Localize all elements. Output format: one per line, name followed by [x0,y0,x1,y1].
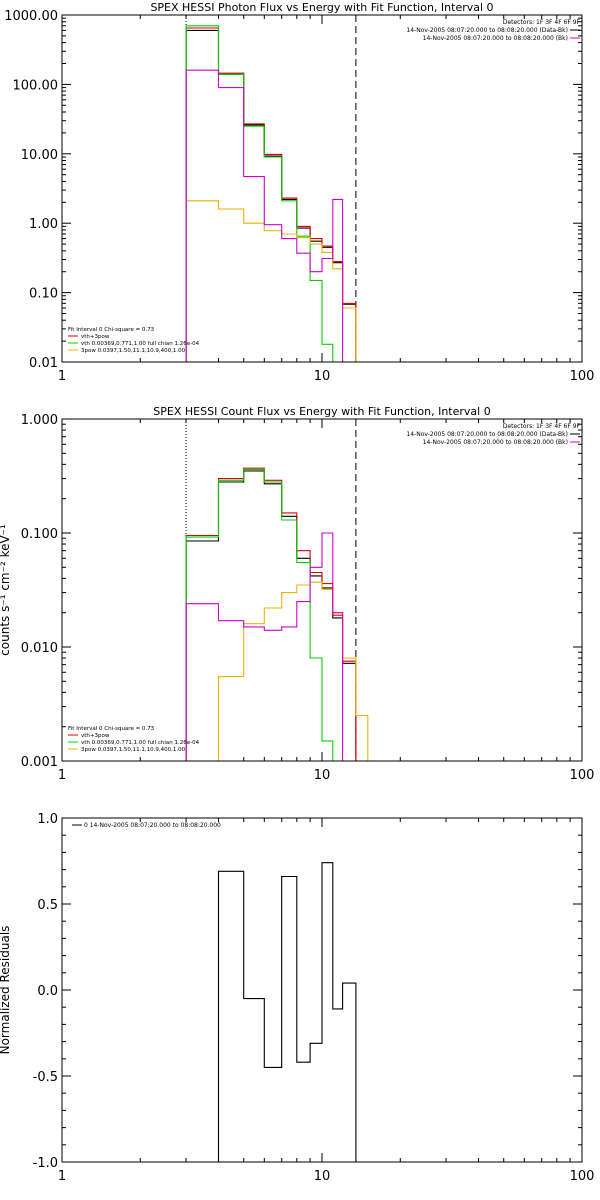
series-line-data-bk [185,29,357,362]
x-tick-label: 10 [314,1169,331,1184]
legend-entry: 14-Nov-2005 08:07:20.000 to 08:08:20.000… [406,431,568,438]
y-axis-label: Normalized Residuals [0,926,12,1055]
series-line-vth-3pow [185,467,357,761]
legend-entry: Fit Interval 0 Chi-square = 0.73 [68,327,155,333]
x-tick-label: 10 [314,768,331,783]
series-line-residuals [186,862,357,1162]
legend-entry: vth 0.00369,0.771,1.00 full chian 1.26e-… [81,740,200,746]
legend-entry: 14-Nov-2005 08:07:20.000 to 08:08:20.000… [423,439,568,446]
series-line-3pow [185,200,357,362]
plot-frame [61,418,583,762]
y-tick-label: 1000.00 [4,9,58,24]
x-tick-label: 100 [570,369,595,384]
plot-frame [61,14,583,363]
y-tick-label: 0.001 [21,755,58,770]
x-tick-label: 1 [58,369,66,384]
chart-panel-2: SPEX HESSI Count Flux vs Energy with Fit… [0,405,595,783]
series-group [186,862,357,1162]
y-tick-label: 1.00 [29,217,58,232]
legend-entry: 3pow 0.0397,1.50,11.1,10.9,400,1.00 [81,747,186,753]
y-tick-label: 1.0 [37,812,58,827]
series-line-bk [185,69,344,362]
legend-entry: 14-Nov-2005 08:07:20.000 to 08:08:20.000… [406,27,568,34]
y-tick-label: 0.5 [37,898,58,913]
legend-entry: Detectors: 1F 3F 4F 6F 9F [503,19,581,26]
y-tick-label: 100.00 [13,78,59,93]
x-tick-label: 1 [58,768,66,783]
y-tick-label: 10.00 [21,148,58,163]
series-line-vth [185,25,334,362]
y-tick-label: 0.01 [29,356,58,371]
series-line-vth [185,469,334,761]
chart-panel-3: Normalized Residuals 1 10 100 1.0 0.5 0.0 -0.5 -… [0,812,594,1184]
y-tick-label: 0.0 [37,984,58,999]
chart-panel-1: SPEX HESSI Photon Flux vs Energy with Fi… [4,1,595,384]
series-line-data-bk [185,470,357,761]
legend-entry: Fit Interval 0 Chi-square = 0.73 [68,726,155,732]
legend-entry: 14-Nov-2005 08:07:20.000 to 08:08:20.000… [423,35,568,42]
series-line-vth-3pow [185,27,357,362]
legend-entry: 3pow 0.0397,1.50,11.1,10.9,400,1.00 [81,348,186,354]
y-tick-label: -1.0 [33,1156,58,1171]
y-tick-label: 0.100 [21,527,58,542]
legend-entry: 0 14-Nov-2005 08:07:20.000 to 08:08:20.0… [84,822,221,829]
chart-title: SPEX HESSI Photon Flux vs Energy with Fi… [150,1,493,14]
series-group [185,25,357,362]
series-group [185,467,369,761]
x-tick-label: 100 [570,1169,595,1184]
legend-entry: vth+3pow [81,733,110,739]
y-tick-label: -0.5 [33,1070,58,1085]
legend-entry: vth+3pow [81,334,110,340]
y-axis-label: counts s⁻¹ cm⁻² keV⁻¹ [0,524,12,656]
y-tick-label: 0.10 [29,287,58,302]
legend-entry: vth 0.00369,0.771,1.00 full chian 1.26e-… [81,341,200,347]
legend-entry: Detectors: 1F 3F 4F 6F 9F [503,423,581,430]
x-tick-label: 1 [58,1169,66,1184]
x-tick-label: 10 [314,369,331,384]
series-line-bk [185,532,344,761]
y-tick-label: 0.010 [21,641,58,656]
series-line-3pow [217,581,369,761]
y-tick-label: 1.000 [21,413,58,428]
chart-title: SPEX HESSI Count Flux vs Energy with Fit… [153,405,490,418]
plot-frame [61,817,583,1163]
x-tick-label: 100 [570,768,595,783]
